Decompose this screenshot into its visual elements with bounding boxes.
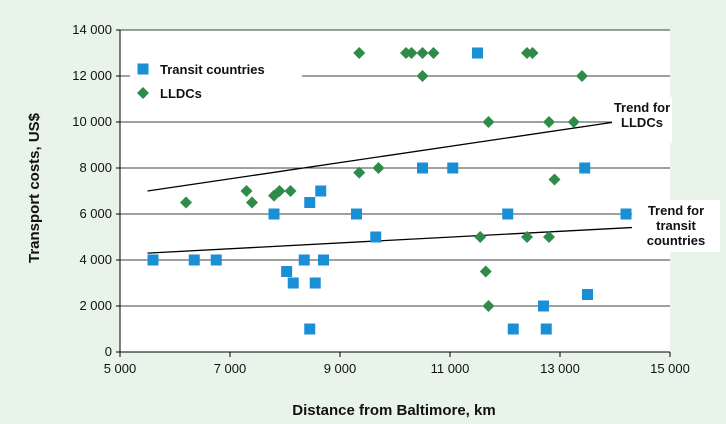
transit-point bbox=[210, 254, 222, 266]
transit-point bbox=[318, 254, 329, 266]
legend-box bbox=[130, 50, 302, 108]
axes bbox=[116, 29, 671, 357]
transit-point bbox=[538, 300, 549, 312]
tick-labels: 0 2 000 4 000 6 000 8 000 10 000 12 000 14 000 5… bbox=[72, 22, 690, 376]
legend-transit-marker bbox=[137, 63, 149, 75]
trend-label-line: countries bbox=[647, 233, 706, 248]
lldc-point bbox=[405, 47, 418, 59]
x-tick-label: 9 000 bbox=[324, 361, 357, 376]
lldc-point bbox=[543, 231, 555, 243]
transit-point bbox=[472, 47, 483, 59]
lldc-point bbox=[576, 70, 588, 82]
x-tick-label: 15 000 bbox=[650, 361, 690, 376]
lldc-point bbox=[521, 231, 533, 243]
legend-lldc-marker bbox=[137, 87, 149, 99]
lldc-point bbox=[479, 265, 492, 278]
lldc-point bbox=[273, 185, 286, 197]
trend-line bbox=[147, 224, 671, 254]
transit-point bbox=[447, 162, 459, 174]
transit-point bbox=[579, 162, 591, 174]
y-tick-label: 4 000 bbox=[79, 252, 112, 267]
legend-label: LLDCs bbox=[160, 86, 202, 101]
lldc-point bbox=[427, 47, 440, 59]
transit-point bbox=[507, 323, 519, 335]
lldc-point bbox=[416, 47, 429, 59]
x-tick-label: 13 000 bbox=[540, 361, 580, 376]
data-points bbox=[147, 47, 632, 335]
y-tick-label: 10 000 bbox=[72, 114, 112, 129]
y-tick-label: 0 bbox=[105, 344, 112, 359]
trend-label-line: Trend for bbox=[614, 100, 670, 115]
trend-label-line: transit bbox=[656, 218, 696, 233]
legend: Transit countries LLDCs bbox=[130, 50, 302, 108]
lldc-point bbox=[416, 70, 429, 82]
y-axis-title: Transport costs, US$ bbox=[26, 112, 43, 263]
transit-point bbox=[502, 208, 514, 220]
lldc-point bbox=[180, 196, 192, 209]
trend-line bbox=[147, 121, 616, 192]
transit-point bbox=[309, 277, 321, 289]
lldc-point bbox=[240, 185, 253, 197]
lldc-point bbox=[543, 116, 555, 128]
transit-point bbox=[268, 208, 280, 220]
y-tick-label: 2 000 bbox=[79, 298, 112, 313]
transit-point bbox=[147, 254, 159, 266]
transit-point bbox=[540, 323, 552, 335]
x-tick-label: 5 000 bbox=[104, 361, 137, 376]
lldc-point bbox=[526, 47, 539, 59]
transit-point bbox=[287, 277, 299, 289]
lldc-point bbox=[372, 162, 385, 174]
transit-point bbox=[351, 208, 362, 220]
lldc-point bbox=[353, 166, 366, 179]
lldc-point bbox=[567, 116, 580, 128]
transit-point bbox=[304, 323, 316, 335]
trend-label: Trend for LLDCs bbox=[614, 100, 670, 130]
y-tick-label: 14 000 bbox=[72, 22, 112, 37]
lldc-point bbox=[482, 300, 495, 312]
transit-point bbox=[417, 162, 428, 174]
lldc-point bbox=[474, 231, 487, 243]
trend-label-box bbox=[612, 97, 672, 143]
transit-point bbox=[315, 185, 327, 197]
lldc-point bbox=[284, 185, 297, 197]
y-tick-label: 12 000 bbox=[72, 68, 112, 83]
transit-point bbox=[304, 197, 316, 208]
legend-label: Transit countries bbox=[160, 62, 265, 77]
x-axis-title: Distance from Baltimore, km bbox=[292, 402, 495, 419]
lldc-point bbox=[246, 196, 258, 209]
transit-point bbox=[620, 208, 632, 220]
x-tick-label: 11 000 bbox=[431, 361, 470, 376]
trend-label-line: LLDCs bbox=[621, 115, 663, 130]
lldc-point bbox=[353, 47, 366, 59]
transit-point bbox=[370, 231, 382, 243]
y-tick-label: 6 000 bbox=[79, 206, 112, 221]
trend-label-line: Trend for bbox=[648, 203, 704, 218]
transit-point bbox=[281, 266, 293, 277]
trend-label-box bbox=[632, 200, 720, 252]
lldc-point bbox=[548, 173, 561, 186]
transit-point bbox=[582, 289, 593, 300]
transit-point bbox=[298, 254, 310, 266]
trend-label: Trend for transit countries bbox=[647, 203, 706, 248]
transit-point bbox=[188, 254, 200, 266]
x-tick-label: 7 000 bbox=[214, 361, 247, 376]
y-tick-label: 8 000 bbox=[79, 160, 112, 175]
lldc-point bbox=[482, 116, 495, 128]
